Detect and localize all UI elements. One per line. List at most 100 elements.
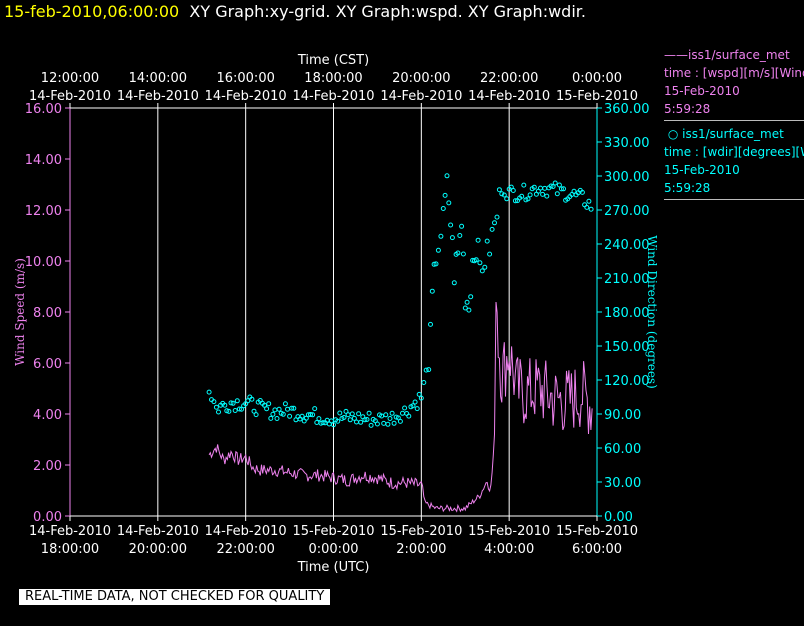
wind-direction-markers — [206, 173, 594, 428]
wind-direction-point — [389, 410, 395, 416]
legend: ——iss1/surface_met time : [wspd][m/s][Wi… — [664, 46, 804, 204]
wind-direction-point — [362, 417, 368, 423]
wind-direction-point — [540, 191, 546, 197]
wind-direction-point — [496, 187, 502, 193]
wind-direction-point — [206, 389, 212, 395]
wind-direction-point — [379, 413, 385, 419]
legend-line-symbol: —— — [664, 48, 688, 62]
right-axis-title: Wind Direction (degrees) — [645, 235, 659, 389]
wind-direction-point — [356, 411, 362, 417]
wind-direction-point — [262, 402, 267, 408]
wind-direction-point — [249, 396, 255, 402]
wind-direction-point — [521, 182, 527, 188]
wind-direction-point — [347, 417, 353, 423]
right-tick-label: 150.00 — [604, 340, 650, 355]
wind-direction-point — [448, 222, 454, 228]
wind-direction-point — [395, 415, 401, 421]
wind-direction-point — [383, 412, 389, 418]
right-tick-label: 0.00 — [604, 510, 633, 525]
wind-direction-point — [487, 251, 493, 257]
wind-direction-point — [444, 173, 450, 179]
wind-direction-point — [510, 188, 516, 193]
wind-direction-point — [494, 214, 500, 220]
bottom-tick-date: 14-Feb-2010 — [29, 524, 111, 539]
wind-direction-point — [272, 407, 278, 413]
bottom-tick-date: 14-Feb-2010 — [205, 524, 287, 539]
right-tick-label: 240.00 — [604, 238, 650, 253]
top-tick-time: 18:00:00 — [304, 71, 362, 86]
wind-direction-point — [410, 403, 416, 409]
wind-direction-point — [310, 412, 316, 418]
wind-direction-point — [571, 188, 577, 194]
top-tick-time: 16:00:00 — [216, 71, 274, 86]
wind-direction-point — [335, 418, 341, 424]
wind-direction-point — [303, 415, 309, 421]
wind-direction-point — [451, 280, 457, 286]
wind-direction-point — [489, 226, 495, 232]
wind-direction-point — [477, 260, 483, 266]
wind-direction-point — [268, 415, 274, 421]
left-tick-label: 8.00 — [33, 306, 62, 321]
top-tick-time: 22:00:00 — [480, 71, 538, 86]
legend-entry-wdir[interactable]: ○ iss1/surface_met time : [wdir][degrees… — [664, 125, 804, 200]
wind-direction-point — [473, 257, 479, 263]
wind-direction-point — [460, 251, 466, 257]
wind-direction-point — [354, 419, 359, 425]
wind-direction-point — [416, 391, 422, 397]
wind-direction-point — [421, 380, 427, 385]
wind-direction-point — [426, 367, 432, 373]
wind-direction-point — [251, 408, 257, 414]
wind-direction-point — [320, 420, 326, 426]
wind-direction-point — [588, 206, 594, 212]
wind-direction-point — [554, 191, 560, 197]
wind-direction-point — [519, 193, 525, 199]
top-tick-date: 15-Feb-2010 — [556, 89, 638, 104]
wind-direction-point — [351, 415, 357, 421]
wind-direction-point — [455, 250, 461, 256]
wind-direction-point — [341, 415, 347, 420]
wind-direction-point — [381, 420, 387, 426]
wind-direction-point — [492, 220, 497, 226]
top-tick-time: 0:00:00 — [572, 71, 622, 86]
wind-direction-point — [289, 405, 295, 411]
wind-direction-point — [475, 237, 481, 243]
wind-direction-point — [253, 412, 259, 418]
legend-marker-symbol: ○ — [667, 127, 679, 141]
wind-direction-point — [282, 401, 288, 407]
right-tick-label: 330.00 — [604, 136, 650, 151]
left-tick-label: 0.00 — [33, 510, 62, 525]
wind-direction-point — [287, 413, 293, 419]
wind-direction-point — [428, 321, 433, 327]
bottom-tick-time: 22:00:00 — [216, 542, 274, 557]
top-tick-date: 14-Feb-2010 — [29, 89, 111, 104]
wind-direction-point — [385, 421, 391, 427]
wind-direction-point — [438, 233, 444, 239]
wind-direction-point — [226, 408, 232, 414]
bottom-tick-date: 15-Feb-2010 — [556, 524, 638, 539]
wind-direction-point — [527, 192, 533, 198]
top-axis-title: Time (CST) — [297, 53, 369, 68]
top-tick-date: 14-Feb-2010 — [292, 89, 374, 104]
wind-direction-point — [266, 401, 272, 407]
legend-series-name: iss1/surface_met — [682, 127, 784, 141]
wind-direction-point — [264, 406, 270, 412]
wind-direction-point — [216, 409, 221, 415]
wind-direction-point — [584, 204, 590, 210]
wind-direction-point — [457, 233, 463, 238]
wind-direction-point — [446, 200, 452, 206]
legend-entry-wspd[interactable]: ——iss1/surface_met time : [wspd][m/s][Wi… — [664, 46, 804, 121]
wind-direction-point — [429, 288, 435, 294]
wind-speed-line — [208, 301, 593, 513]
wind-direction-point — [418, 395, 424, 401]
left-tick-label: 16.00 — [25, 102, 62, 117]
wind-direction-point — [222, 402, 228, 408]
left-tick-label: 6.00 — [33, 357, 62, 372]
top-tick-time: 12:00:00 — [41, 71, 99, 86]
title-bar: 15-feb-2010,06:00:00 XY Graph:xy-grid. X… — [4, 2, 586, 21]
bottom-tick-time: 4:00:00 — [484, 542, 534, 557]
wind-direction-point — [538, 185, 543, 191]
legend-variable: time : [wdir][degrees][W — [664, 145, 804, 159]
wind-direction-point — [328, 418, 334, 424]
wind-direction-point — [582, 202, 588, 208]
wind-direction-point — [482, 264, 488, 270]
